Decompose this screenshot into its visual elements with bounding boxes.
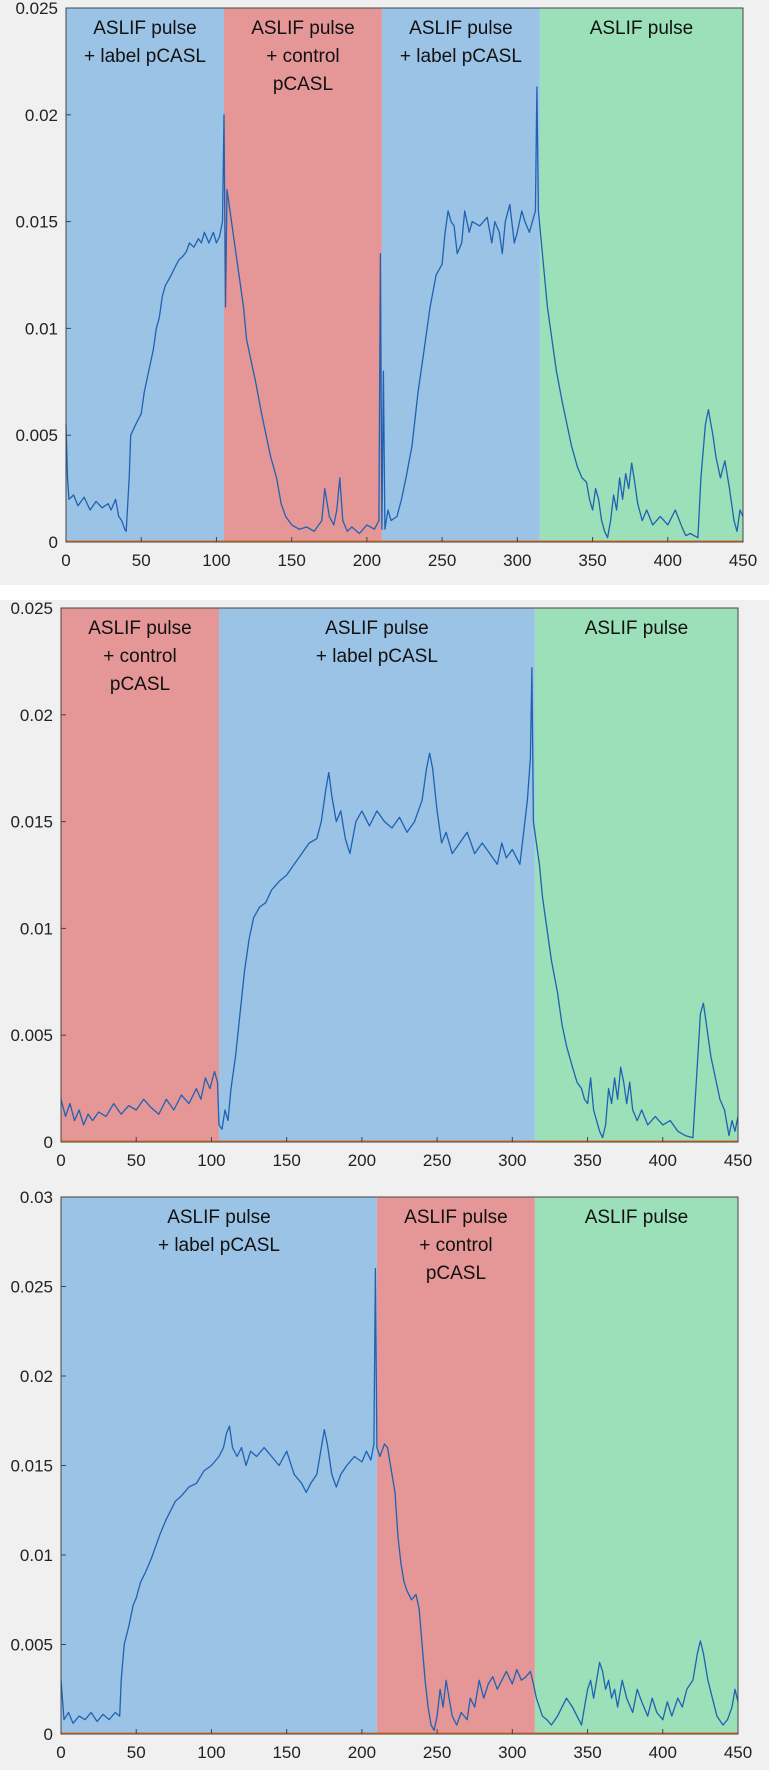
chart-panel-middle: ASLIF pulse + control pCASL ASLIF pulse + la… xyxy=(0,600,769,1185)
region-label: ASLIF pulse xyxy=(167,1207,271,1228)
y-tick-label: 0.025 xyxy=(15,0,58,18)
y-tick-label: 0.02 xyxy=(20,706,53,725)
region-0 xyxy=(61,1197,377,1734)
region-label: pCASL xyxy=(110,674,170,695)
y-tick-label: 0.015 xyxy=(10,813,53,832)
y-tick-label: 0.015 xyxy=(15,213,58,232)
region-label: ASLIF pulse xyxy=(585,1207,689,1228)
y-tick-label: 0.01 xyxy=(20,1546,53,1565)
region-3 xyxy=(539,8,743,542)
chart-middle: ASLIF pulse + control pCASL ASLIF pulse + la… xyxy=(10,600,752,1170)
y-tick-label: 0.005 xyxy=(10,1026,53,1045)
region-label: pCASL xyxy=(273,74,333,95)
chart-bottom: ASLIF pulse + label pCASL ASLIF pulse + con… xyxy=(10,1188,752,1762)
x-tick-label: 300 xyxy=(498,1151,526,1170)
x-tick-label: 200 xyxy=(348,1151,376,1170)
x-tick-label: 50 xyxy=(127,1743,146,1762)
region-label: + label pCASL xyxy=(316,646,438,667)
x-tick-label: 0 xyxy=(56,1151,65,1170)
axes-box xyxy=(60,607,739,1143)
chart-panel-bottom: ASLIF pulse + label pCASL ASLIF pulse + con… xyxy=(0,1185,769,1770)
y-tick-label: 0.01 xyxy=(20,919,53,938)
x-tick-label: 350 xyxy=(573,1151,601,1170)
region-label: ASLIF pulse xyxy=(590,18,694,39)
x-tick-label: 100 xyxy=(197,1743,225,1762)
x-tick-label: 100 xyxy=(197,1151,225,1170)
x-tick-label: 300 xyxy=(498,1743,526,1762)
y-tick-label: 0.025 xyxy=(10,1278,53,1297)
region-label: + control xyxy=(419,1235,492,1256)
x-tick-label: 150 xyxy=(272,1743,300,1762)
region-2 xyxy=(381,8,540,542)
x-tick-label: 250 xyxy=(423,1151,451,1170)
y-tick-label: 0 xyxy=(44,1133,53,1152)
region-1 xyxy=(218,608,535,1142)
region-label: + control xyxy=(266,46,339,67)
chart-top: ASLIF pulse + label pCASL ASLIF pulse + con… xyxy=(15,0,757,570)
region-label: ASLIF pulse xyxy=(251,18,355,39)
region-label: ASLIF pulse xyxy=(409,18,513,39)
series-line-signal xyxy=(60,1267,739,1732)
x-tick-label: 400 xyxy=(649,1743,677,1762)
region-label: pCASL xyxy=(426,1263,486,1284)
y-tick-label: 0.02 xyxy=(20,1367,53,1386)
y-tick-label: 0.03 xyxy=(20,1188,53,1207)
x-tick-label: 0 xyxy=(61,551,70,570)
region-label: ASLIF pulse xyxy=(88,618,192,639)
x-tick-label: 250 xyxy=(423,1743,451,1762)
x-tick-label: 400 xyxy=(649,1151,677,1170)
y-tick-label: 0 xyxy=(44,1725,53,1744)
x-tick-label: 100 xyxy=(202,551,230,570)
y-tick-label: 0.015 xyxy=(10,1457,53,1476)
y-tick-label: 0 xyxy=(49,533,58,552)
region-0 xyxy=(61,608,219,1142)
region-0 xyxy=(66,8,224,542)
x-tick-label: 450 xyxy=(729,551,757,570)
x-tick-label: 350 xyxy=(573,1743,601,1762)
region-label: + label pCASL xyxy=(400,46,522,67)
y-tick-label: 0.02 xyxy=(25,106,58,125)
region-label: ASLIF pulse xyxy=(325,618,429,639)
region-2 xyxy=(534,608,738,1142)
x-tick-label: 450 xyxy=(724,1151,752,1170)
y-tick-label: 0.025 xyxy=(10,600,53,618)
panel-separator xyxy=(0,585,769,600)
x-tick-label: 150 xyxy=(277,551,305,570)
region-label: ASLIF pulse xyxy=(93,18,197,39)
chart-panel-top: ASLIF pulse + label pCASL ASLIF pulse + con… xyxy=(0,0,769,585)
axes-box xyxy=(65,7,744,543)
x-tick-label: 300 xyxy=(503,551,531,570)
x-tick-label: 200 xyxy=(353,551,381,570)
y-tick-label: 0.005 xyxy=(10,1636,53,1655)
x-tick-label: 400 xyxy=(654,551,682,570)
x-tick-label: 250 xyxy=(428,551,456,570)
y-tick-label: 0.005 xyxy=(15,426,58,445)
x-tick-label: 50 xyxy=(127,1151,146,1170)
region-label: + label pCASL xyxy=(84,46,206,67)
region-label: + control xyxy=(103,646,176,667)
x-tick-label: 450 xyxy=(724,1743,752,1762)
region-label: ASLIF pulse xyxy=(585,618,689,639)
x-tick-label: 0 xyxy=(56,1743,65,1762)
region-1 xyxy=(223,8,382,542)
region-2 xyxy=(534,1197,738,1734)
region-label: ASLIF pulse xyxy=(404,1207,508,1228)
region-label: + label pCASL xyxy=(158,1235,280,1256)
y-tick-label: 0.01 xyxy=(25,319,58,338)
x-tick-label: 350 xyxy=(578,551,606,570)
x-tick-label: 200 xyxy=(348,1743,376,1762)
region-1 xyxy=(376,1197,535,1734)
x-tick-label: 150 xyxy=(272,1151,300,1170)
x-tick-label: 50 xyxy=(132,551,151,570)
series-line-signal xyxy=(65,86,744,539)
series-line-signal xyxy=(60,667,739,1139)
